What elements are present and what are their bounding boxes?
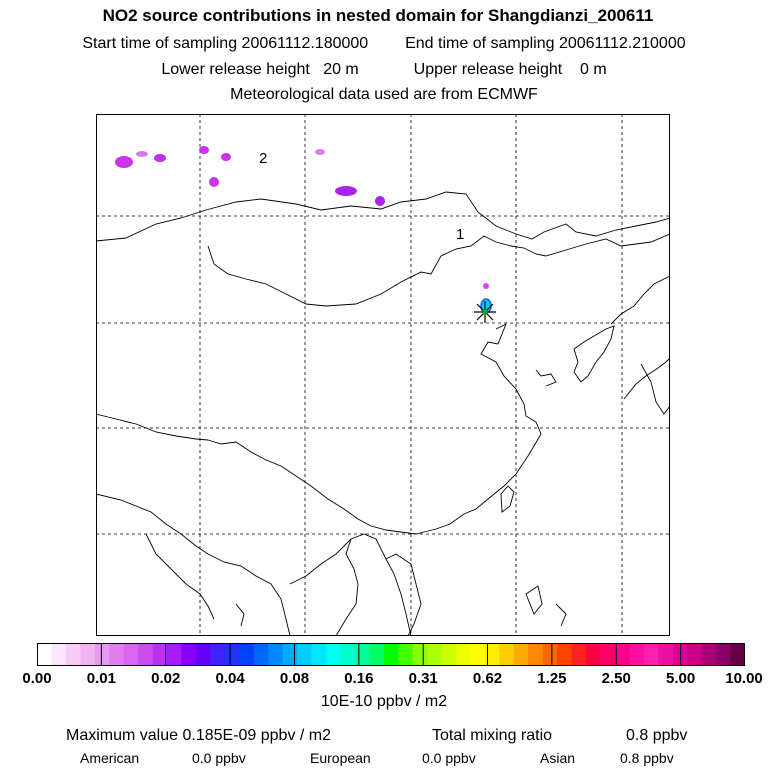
colorbar-cell [470, 643, 486, 666]
colorbar-cell [325, 643, 341, 666]
upper-release-height: Upper release height 0 m [413, 61, 607, 78]
colorbar-cell [643, 643, 659, 666]
colorbar-cell [542, 643, 558, 666]
colorbar-units: 10E-10 ppbv / m2 [320, 693, 448, 710]
colorbar-cell [311, 643, 327, 666]
colorbar-tick-label: 0.01 [86, 670, 116, 687]
met-data-label: Meteorological data used are from ECMWF [230, 86, 538, 103]
colorbar-cell [398, 643, 414, 666]
colorbar-cell [340, 643, 356, 666]
colorbar-tick-label: 0.08 [279, 670, 310, 687]
colorbar-cell [181, 643, 197, 666]
colorbar-cell [297, 643, 313, 666]
start-time-label: Start time of sampling 20061112.180000 [82, 35, 369, 52]
colorbar-cell [94, 643, 110, 666]
map-title: NO2 source contributions in nested domai… [102, 6, 654, 25]
asian-label: Asian [540, 750, 576, 766]
colorbar-cell [513, 643, 529, 666]
colorbar-tick-label: 10.00 [725, 670, 763, 687]
region-label-1: 1 [456, 226, 464, 243]
colorbar-cell [152, 643, 168, 666]
colorbar-cell [65, 643, 81, 666]
colorbar-cell [456, 643, 471, 666]
colorbar-cell [614, 643, 630, 666]
colorbar-cell [528, 643, 544, 666]
colorbar-cell [253, 643, 269, 666]
colorbar-cell [499, 643, 515, 666]
colorbar-tick-label: 0.04 [215, 670, 245, 687]
colorbar-tick-label: 5.00 [666, 670, 696, 687]
star-cross-icon [474, 301, 496, 323]
colorbar-cell [427, 643, 443, 666]
colorbar-tick-label: 0.00 [22, 670, 52, 687]
colorbar-cell [354, 643, 370, 666]
colorbar-tick-label: 0.02 [151, 670, 181, 687]
colorbar-cell [557, 643, 573, 666]
lat-lon-grid [96, 114, 670, 636]
colorbar-cell [51, 643, 67, 666]
country-borders [96, 191, 670, 636]
colorbar-cell [167, 643, 182, 666]
colorbar-tick-label: 1.25 [537, 670, 567, 687]
colorbar-cell [268, 643, 284, 666]
colorbar-cell [210, 643, 226, 666]
colorbar-cell [586, 643, 602, 666]
total-mixing-label: Total mixing ratio [432, 727, 553, 744]
colorbar-cell [701, 643, 717, 666]
colorbar-cell [600, 643, 616, 666]
colorbar-cell [730, 643, 745, 666]
region-label-2: 2 [259, 150, 267, 167]
colorbar-tick-label: 0.31 [408, 670, 438, 687]
colorbar-cell [716, 643, 732, 666]
colorbar-cell [412, 643, 428, 666]
colorbar-cell [383, 643, 399, 666]
colorbar-cell [571, 643, 587, 666]
colorbar [37, 643, 745, 666]
european-label: European [310, 750, 371, 766]
american-value: 0.0 ppbv [192, 750, 246, 766]
colorbar-cell [687, 643, 703, 666]
release-heights: Lower release height 20 m Upper release … [0, 61, 768, 79]
total-mixing-value: 0.8 ppbv [626, 727, 688, 744]
european-value: 0.0 ppbv [422, 750, 476, 766]
colorbar-cell [369, 643, 385, 666]
lower-release-height: Lower release height 20 m [161, 61, 359, 78]
sampling-times: Start time of sampling 20061112.180000 E… [0, 35, 768, 53]
colorbar-tick-label: 0.16 [344, 670, 374, 687]
colorbar-tick-label: 0.62 [472, 670, 503, 687]
colorbar-cell [37, 643, 52, 666]
map-panel: 2 1 [96, 114, 670, 636]
colorbar-cell [80, 643, 96, 666]
colorbar-cell [441, 643, 457, 666]
colorbar-cell [109, 643, 125, 666]
american-label: American [80, 750, 140, 766]
colorbar-cell [195, 643, 211, 666]
colorbar-cell [629, 643, 645, 666]
colorbar-cell [239, 643, 255, 666]
colorbar-cell [484, 643, 500, 666]
colorbar-cell [282, 643, 298, 666]
colorbar-cell [123, 643, 139, 666]
asian-value: 0.8 ppbv [620, 750, 674, 766]
max-value-label: Maximum value 0.185E-09 ppbv / m2 [66, 727, 332, 744]
colorbar-tick-label: 2.50 [601, 670, 631, 687]
end-time-label: End time of sampling 20061112.210000 [405, 35, 686, 52]
colorbar-cell [658, 643, 674, 666]
colorbar-cell [224, 643, 240, 666]
concentration-field [115, 146, 492, 314]
colorbar-cell [138, 643, 154, 666]
